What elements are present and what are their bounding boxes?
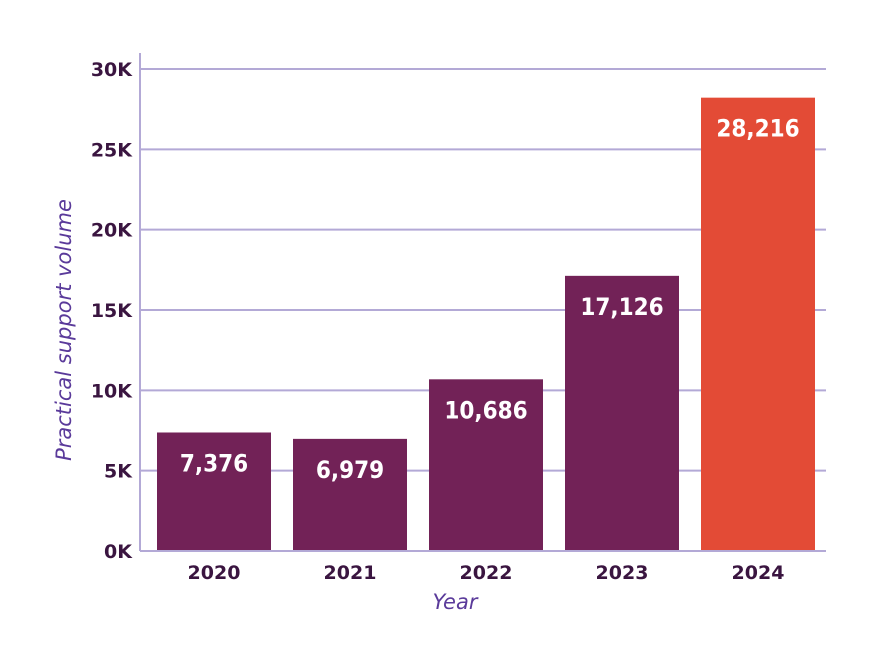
bar-value-label: 28,216 xyxy=(716,115,799,143)
bar-2022 xyxy=(429,379,543,551)
y-tick-label: 15K xyxy=(91,300,133,322)
y-tick-label: 10K xyxy=(91,380,133,402)
bars: 7,376 6,979 10,686 17,126 28,216 xyxy=(157,97,815,551)
bar-2023 xyxy=(565,275,679,551)
y-axis-ticks: 0K 5K 10K 15K 20K 25K 30K xyxy=(91,59,133,563)
y-tick-label: 25K xyxy=(91,139,133,161)
bar-2024 xyxy=(701,97,815,551)
x-axis-ticks: 2020 2021 2022 2023 2024 xyxy=(188,562,785,584)
y-tick-label: 0K xyxy=(104,541,133,563)
bar-value-label: 10,686 xyxy=(444,396,527,424)
x-tick-label: 2022 xyxy=(460,562,513,584)
y-axis-title: Practical support volume xyxy=(52,199,76,461)
bar-2021 xyxy=(293,438,407,551)
y-tick-label: 5K xyxy=(104,461,133,483)
y-tick-label: 20K xyxy=(91,220,133,242)
y-tick-label: 30K xyxy=(91,59,133,81)
bar-value-label: 17,126 xyxy=(580,293,663,321)
bar-value-label: 6,979 xyxy=(316,456,384,484)
x-tick-label: 2023 xyxy=(596,562,649,584)
bar-2020 xyxy=(157,432,271,551)
bar-value-label: 7,376 xyxy=(180,449,248,477)
x-tick-label: 2021 xyxy=(324,562,377,584)
x-tick-label: 2024 xyxy=(732,562,785,584)
x-axis-title: Year xyxy=(433,590,479,614)
x-tick-label: 2020 xyxy=(188,562,241,584)
